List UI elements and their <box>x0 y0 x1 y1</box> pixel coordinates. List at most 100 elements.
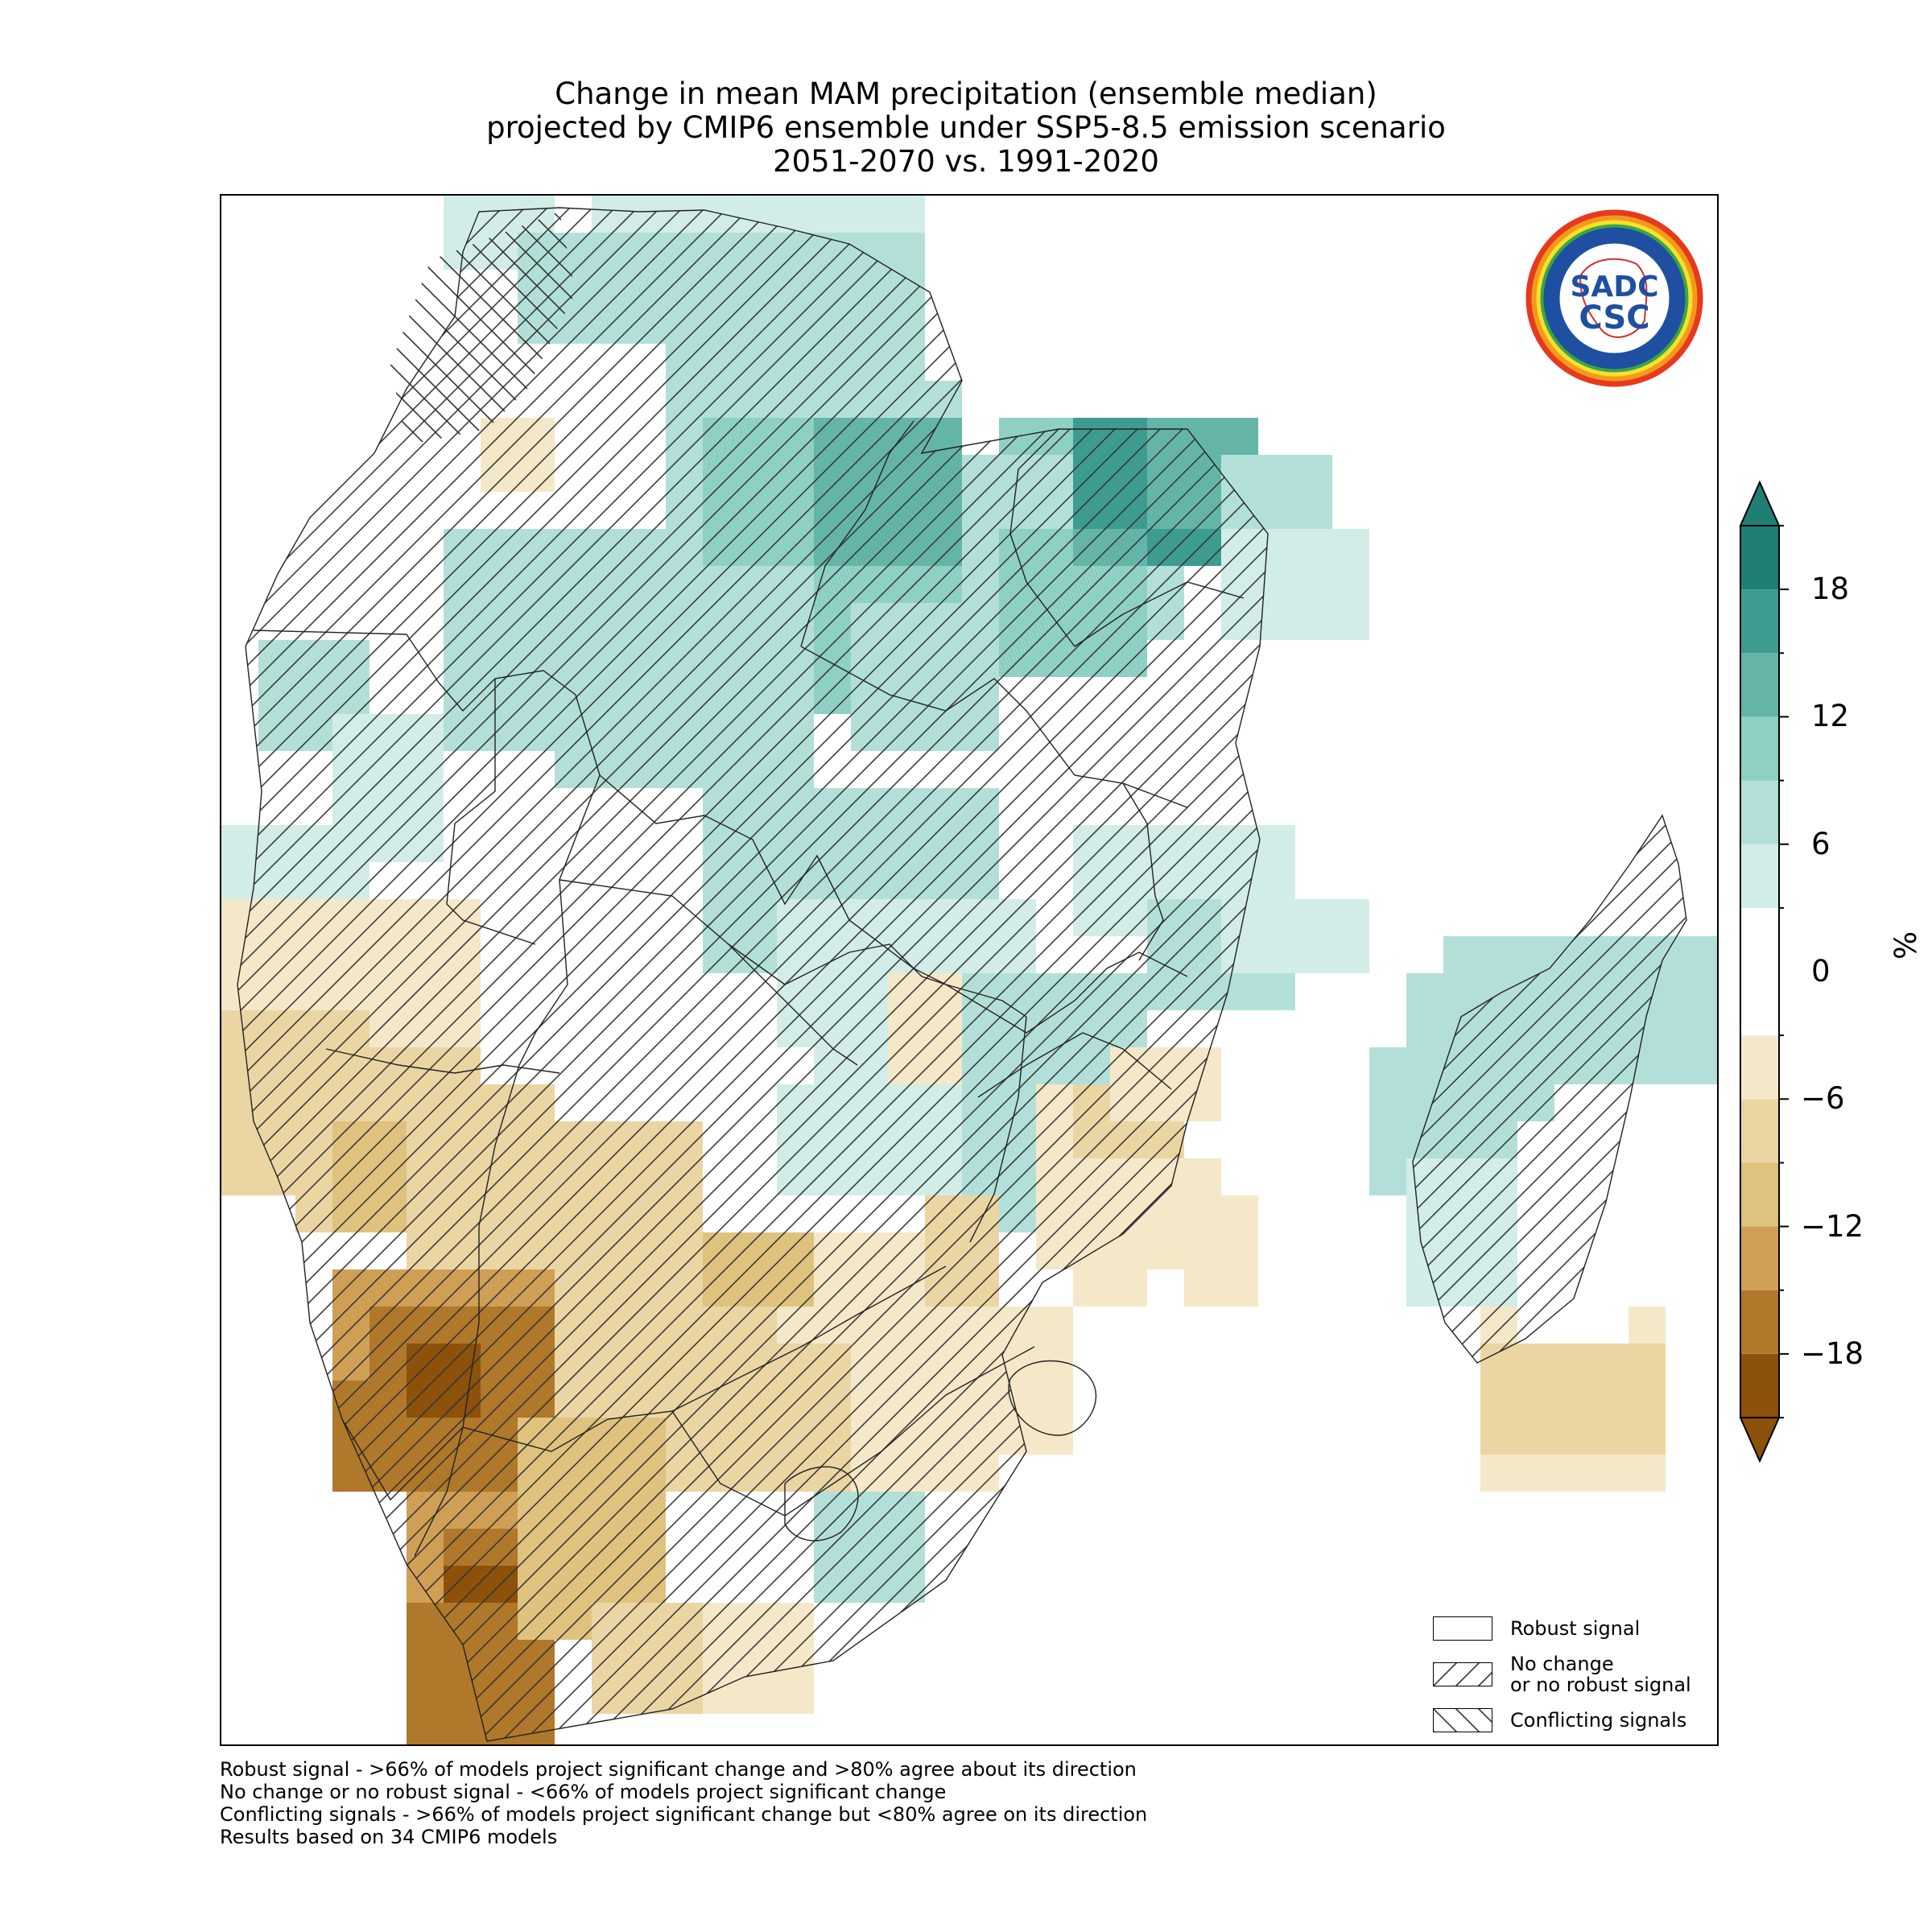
colorbar-segment <box>1740 526 1779 590</box>
precip-cell <box>1184 1232 1221 1269</box>
precip-cell <box>1258 603 1295 640</box>
precip-cell <box>1147 1232 1184 1269</box>
precip-cell <box>1629 1307 1666 1344</box>
precip-cell <box>1517 1344 1554 1381</box>
title-line-1: Change in mean MAM precipitation (ensemb… <box>555 76 1377 111</box>
precip-cell <box>407 1677 444 1714</box>
precip-cell <box>1554 1381 1591 1418</box>
precip-cell <box>1295 529 1332 566</box>
precip-cell <box>1073 1269 1110 1307</box>
colorbar-tick-label: 18 <box>1811 572 1850 607</box>
precip-cell <box>1258 862 1295 899</box>
precip-cell <box>1221 1232 1258 1269</box>
precip-cell <box>1295 566 1332 603</box>
precip-cell <box>444 1714 481 1744</box>
precip-cell <box>407 1640 444 1677</box>
precip-cell <box>1703 1047 1717 1084</box>
precip-cell <box>407 1714 444 1744</box>
precip-cell <box>888 233 925 270</box>
colorbar-segment <box>1740 716 1779 781</box>
precip-cell <box>1036 1418 1073 1455</box>
precip-cell <box>1295 936 1332 973</box>
legend-swatch-robust <box>1433 1616 1492 1641</box>
precip-cell <box>1332 529 1369 566</box>
title-line-2: projected by CMIP6 ensemble under SSP5-8… <box>486 110 1446 145</box>
legend-item-conflicting: Conflicting signals <box>1433 1707 1686 1733</box>
precip-cell <box>1258 973 1295 1010</box>
precip-cell <box>1295 603 1332 640</box>
colorbar-segment <box>1740 653 1779 717</box>
precip-cell <box>1703 936 1717 973</box>
precip-cell <box>1221 1269 1258 1307</box>
footnote-conflicting: Conflicting signals - >66% of models pro… <box>220 1803 1148 1826</box>
precip-cell <box>1517 1455 1554 1492</box>
precip-cell <box>1184 1158 1221 1195</box>
colorbar-segment <box>1740 844 1779 908</box>
colorbar-tick-label: −6 <box>1801 1081 1845 1117</box>
precip-cell <box>1369 1121 1406 1158</box>
map-title: Change in mean MAM precipitation (ensemb… <box>0 77 1932 179</box>
precip-cell <box>1517 936 1554 973</box>
precip-cell <box>221 1158 258 1195</box>
country-borders <box>237 207 1269 1742</box>
colorbar-outline <box>1740 525 1780 1418</box>
precip-cell <box>814 196 851 233</box>
precip-cell <box>1406 1047 1443 1084</box>
colorbar-tick-label: 12 <box>1811 699 1850 734</box>
precip-cell <box>1591 1344 1629 1381</box>
precip-cell <box>1295 899 1332 936</box>
precip-cell <box>1480 1455 1517 1492</box>
precip-cell <box>1036 1307 1073 1344</box>
colorbar-segment <box>1740 1035 1779 1100</box>
footnote-models: Results based on 34 CMIP6 models <box>220 1826 558 1848</box>
precip-cell <box>1666 1010 1703 1047</box>
footnote-robust: Robust signal - >66% of models project s… <box>220 1758 1137 1781</box>
legend-swatch-back-hatch <box>1433 1708 1492 1732</box>
colorbar-segment <box>1740 1162 1779 1227</box>
colorbar-segment <box>1740 1290 1779 1354</box>
legend-item-robust: Robust signal <box>1433 1616 1640 1641</box>
colorbar-segment <box>1740 1353 1779 1418</box>
precip-cell <box>1517 1381 1554 1418</box>
precip-cell <box>1554 1307 1591 1344</box>
precip-cell <box>1110 1269 1147 1307</box>
precip-cell <box>1591 1455 1629 1492</box>
precip-cell <box>1295 492 1332 529</box>
precip-cell <box>1554 1418 1591 1455</box>
precip-cell <box>1184 1195 1221 1232</box>
precip-cell <box>1332 603 1369 640</box>
precip-cell <box>1666 1047 1703 1084</box>
precip-cell <box>1221 1195 1258 1232</box>
precip-cell <box>777 1677 814 1714</box>
precip-cell <box>1406 1010 1443 1047</box>
precip-cell <box>1554 1344 1591 1381</box>
precip-cell <box>1258 936 1295 973</box>
precipitation-change-map <box>221 196 1717 1744</box>
precip-cell <box>1703 973 1717 1010</box>
hatch-legend: Robust signal No change or no robust sig… <box>1433 1612 1711 1737</box>
footnotes: Robust signal - >66% of models project s… <box>220 1758 1588 1848</box>
legend-item-no-change: No change or no robust signal <box>1433 1653 1691 1696</box>
precip-cell <box>1369 1158 1406 1195</box>
colorbar-tick-label: 6 <box>1811 826 1831 861</box>
colorbar <box>1739 481 1789 1463</box>
colorbar-segment <box>1740 1099 1779 1163</box>
precip-cell <box>777 196 814 233</box>
precip-cell <box>1554 1455 1591 1492</box>
colorbar-segment <box>1740 589 1779 654</box>
colorbar-segment <box>1740 907 1779 1036</box>
title-line-3: 2051-2070 vs. 1991-2020 <box>773 144 1159 179</box>
sadc-csc-logo: SADC CSC <box>1525 209 1703 387</box>
precip-cell <box>1258 492 1295 529</box>
precip-cell <box>1591 1381 1629 1418</box>
logo-mark-top: SADC <box>1570 270 1658 303</box>
precip-cell <box>1369 1084 1406 1121</box>
colorbar-tick-label: −18 <box>1801 1335 1864 1371</box>
precip-cell <box>1258 825 1295 862</box>
legend-label-no-change: No change or no robust signal <box>1510 1653 1691 1696</box>
precip-cell <box>221 825 258 862</box>
colorbar-unit: % <box>1889 931 1923 960</box>
precip-cell <box>851 196 888 233</box>
precip-cell <box>1517 1418 1554 1455</box>
precip-cell <box>888 196 925 233</box>
